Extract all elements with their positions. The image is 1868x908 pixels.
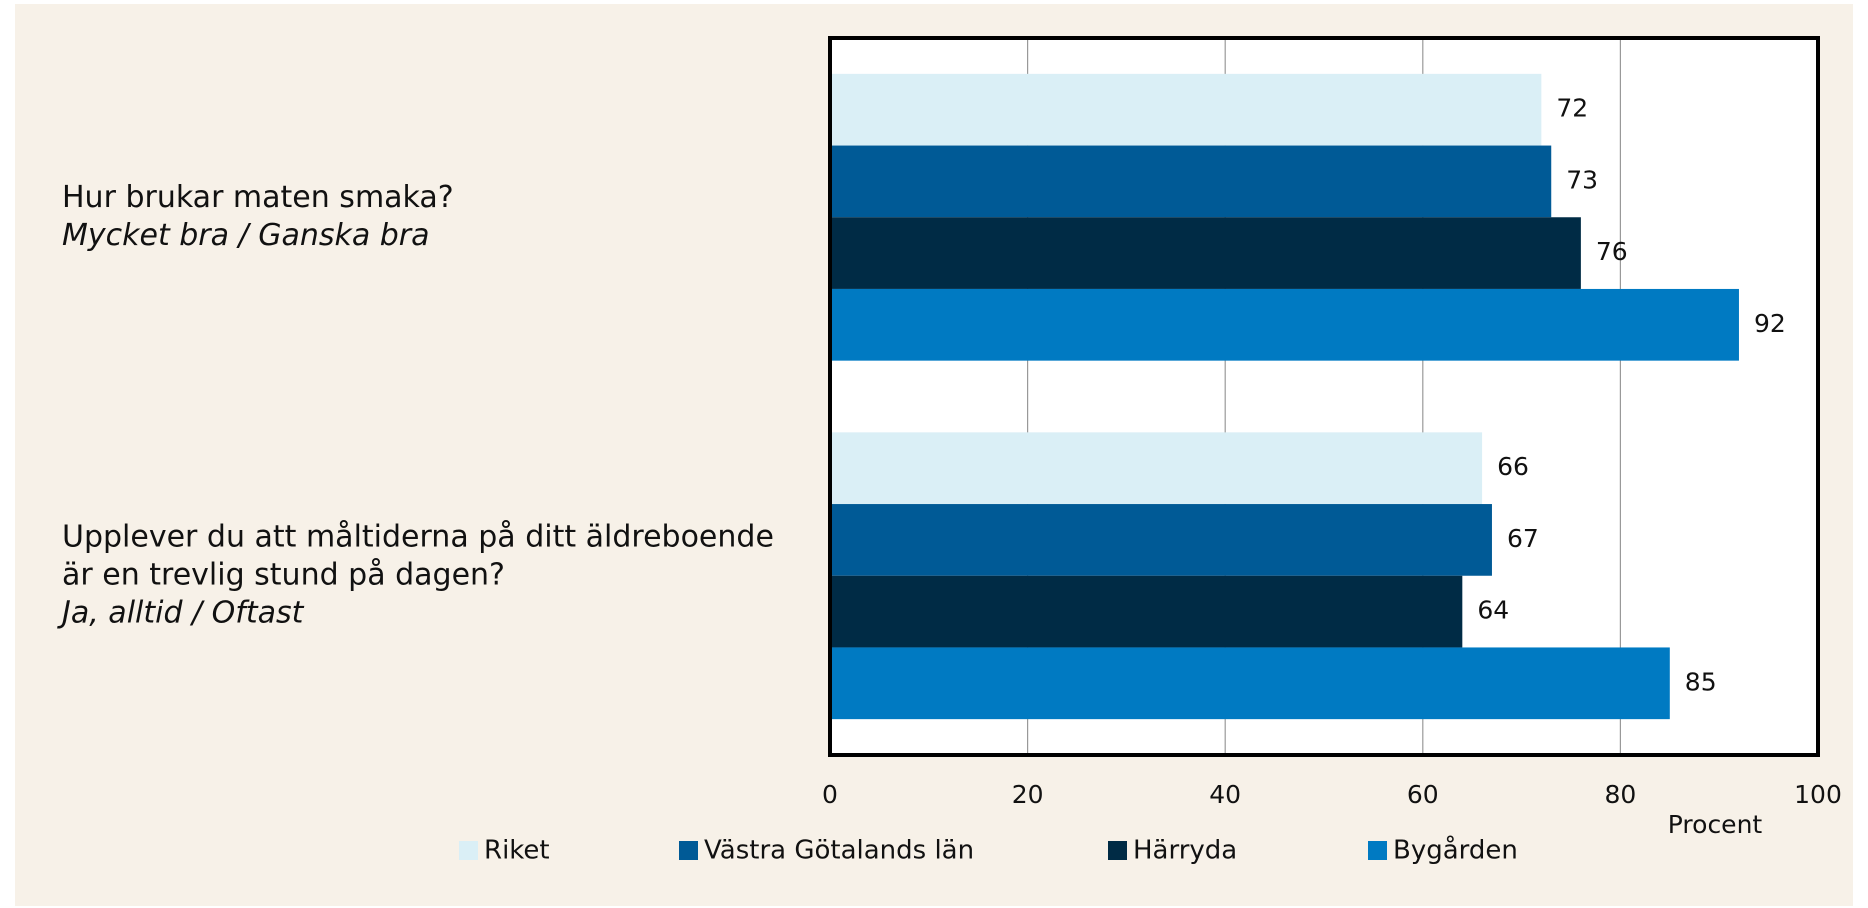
category-subtitle: Mycket bra / Ganska bra xyxy=(62,218,430,253)
bar xyxy=(830,647,1670,720)
value-label: 72 xyxy=(1556,94,1588,123)
x-axis-label: Procent xyxy=(1668,810,1763,839)
bar xyxy=(830,217,1581,289)
x-tick-label: 60 xyxy=(1407,780,1439,809)
legend-label: Riket xyxy=(484,836,550,866)
category-label: Upplever du att måltiderna på ditt äldre… xyxy=(62,519,774,554)
value-label: 76 xyxy=(1596,237,1628,266)
x-tick-label: 40 xyxy=(1209,780,1241,809)
x-tick-label: 80 xyxy=(1604,780,1636,809)
bar xyxy=(830,145,1552,218)
legend-swatch xyxy=(459,841,478,860)
bar xyxy=(830,73,1542,146)
legend-swatch xyxy=(1368,841,1387,860)
bar xyxy=(830,504,1492,576)
legend-label: Härryda xyxy=(1133,836,1237,866)
value-label: 92 xyxy=(1754,309,1786,338)
legend-swatch xyxy=(1108,841,1127,860)
value-label: 66 xyxy=(1497,452,1529,481)
bar xyxy=(830,432,1483,505)
category-label: är en trevlig stund på dagen? xyxy=(62,557,505,592)
plot-frame xyxy=(828,36,1820,757)
x-tick-label: 0 xyxy=(822,780,838,809)
value-label: 73 xyxy=(1566,165,1598,194)
x-tick-label: 20 xyxy=(1012,780,1044,809)
value-label: 67 xyxy=(1507,524,1539,553)
value-label: 64 xyxy=(1477,596,1509,625)
bar xyxy=(830,288,1739,361)
x-tick-label: 100 xyxy=(1794,780,1842,809)
legend-label: Västra Götalands län xyxy=(704,836,974,866)
bar xyxy=(830,575,1463,648)
category-label: Hur brukar maten smaka? xyxy=(62,180,454,215)
category-subtitle: Ja, alltid / Oftast xyxy=(57,595,305,630)
legend-label: Bygården xyxy=(1393,835,1518,866)
legend-swatch xyxy=(679,841,698,860)
value-label: 85 xyxy=(1685,667,1717,696)
